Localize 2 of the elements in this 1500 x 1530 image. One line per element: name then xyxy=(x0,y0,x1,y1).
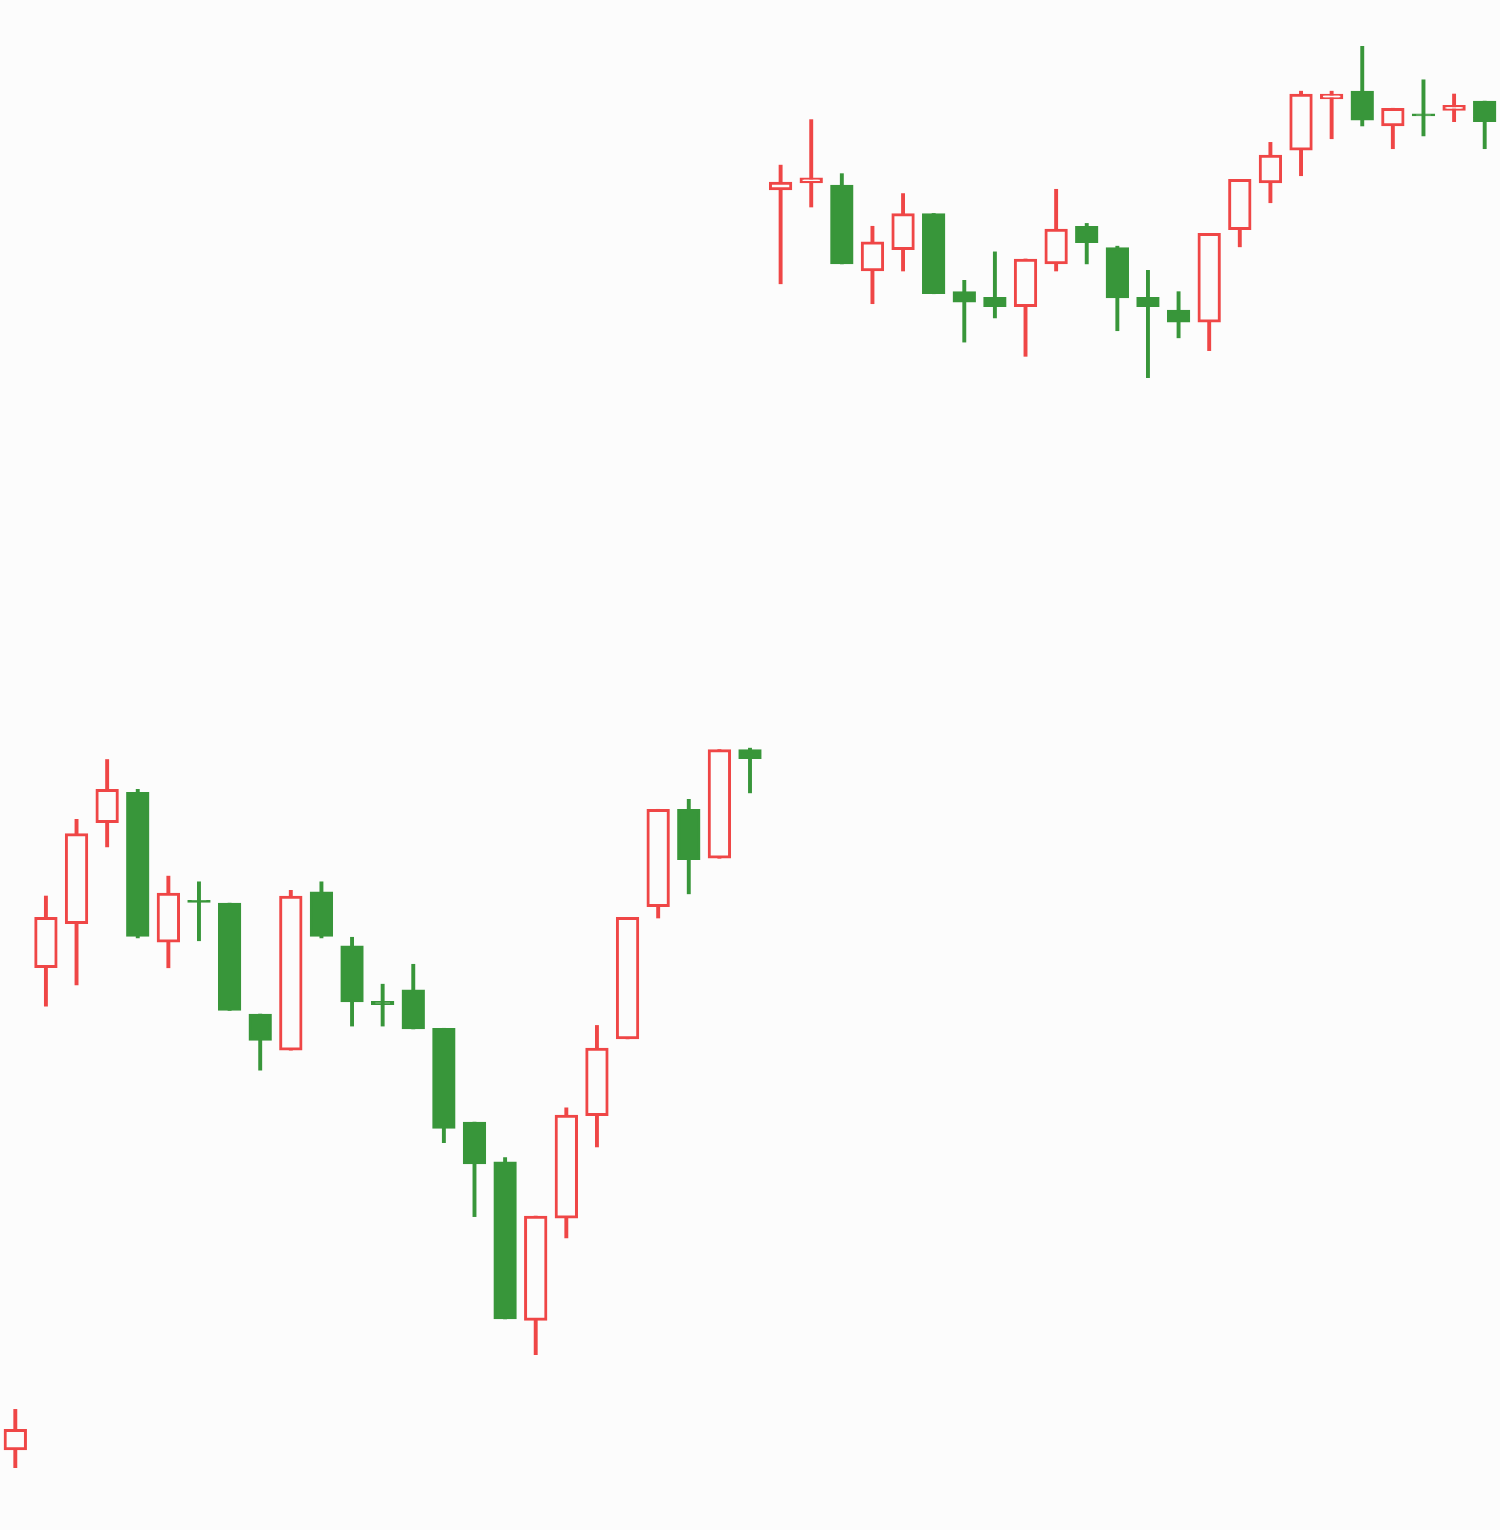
candlestick xyxy=(370,983,395,1027)
candlestick xyxy=(1136,270,1160,378)
